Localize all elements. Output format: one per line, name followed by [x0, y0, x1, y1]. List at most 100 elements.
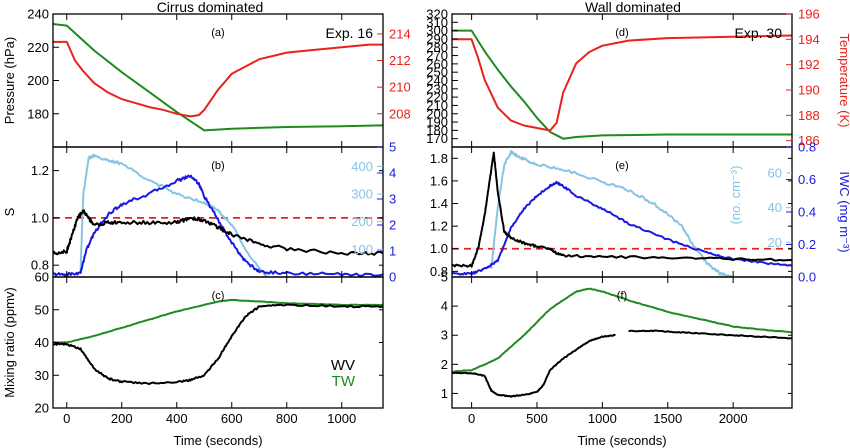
- y-tick-label: 210: [426, 98, 448, 113]
- inner-tick-label: 100: [351, 242, 373, 257]
- series-line-light_blue: [79, 153, 268, 277]
- inner-axis-label: (no. cm⁻³): [728, 166, 743, 225]
- y-tick-label: 190: [426, 115, 448, 130]
- inner-tick-label: 400: [351, 159, 373, 174]
- y-tick-label: 0.8: [31, 258, 49, 273]
- title-right: Wall dominated: [585, 0, 681, 15]
- series-line-black: [452, 151, 792, 268]
- legend-entry-wv: WV: [331, 357, 355, 374]
- y-tick-right-label: 188: [798, 108, 820, 123]
- y-tick-right-label: 212: [389, 53, 411, 68]
- y-tick-right-label: 208: [389, 106, 411, 121]
- y-tick-label: 240: [27, 7, 49, 22]
- x-tick-label: 1000: [327, 411, 356, 426]
- y-tick-label: 200: [27, 73, 49, 88]
- legend-entry-tw: TW: [332, 373, 356, 390]
- y-tick-right-label: 4: [389, 166, 396, 181]
- x-tick-label: 2000: [719, 411, 748, 426]
- inner-tick-label: 20: [768, 235, 782, 250]
- series-line-black: [53, 209, 383, 256]
- series-line-blue: [452, 180, 792, 276]
- x-tick-label: 600: [221, 411, 243, 426]
- y-tick-label: 180: [27, 106, 49, 121]
- y-tick-right-label: 0.2: [798, 237, 816, 252]
- y-tick-label: 5: [441, 270, 448, 285]
- y-tick-label: 260: [426, 56, 448, 71]
- y-tick-label: 3: [441, 328, 448, 343]
- panel-frame: [451, 276, 793, 409]
- x-tick-label: 500: [526, 411, 548, 426]
- y-tick-right-label: 0.8: [798, 140, 816, 155]
- panel-letter: (c): [212, 290, 225, 302]
- x-tick-label: 1500: [653, 411, 682, 426]
- y-tick-label: 200: [426, 106, 448, 121]
- y-tick-label: 2: [441, 357, 448, 372]
- series-line-black: [53, 303, 383, 385]
- y-tick-right-label: 196: [798, 7, 820, 22]
- y-tick-right-label: 0.0: [798, 270, 816, 285]
- y-tick-right-label: 5: [389, 140, 396, 155]
- y-tick-label: 220: [27, 40, 49, 55]
- series-line-green: [452, 29, 792, 140]
- y-axis-label: S: [2, 207, 17, 216]
- y-tick-label: 40: [35, 335, 49, 350]
- y-tick-label: 1.2: [31, 163, 49, 178]
- panel-letter: (e): [615, 160, 628, 172]
- series-line-green: [53, 23, 383, 132]
- y-tick-right-label: 1: [389, 244, 396, 259]
- y-tick-right-label: 0.6: [798, 172, 816, 187]
- y-tick-right-label: 0.4: [798, 205, 816, 220]
- panel-letter: (b): [211, 160, 224, 172]
- series-line-red: [53, 40, 383, 118]
- inner-tick-label: 40: [768, 200, 782, 215]
- panel-letter: (d): [615, 27, 628, 39]
- y-tick-label: 180: [426, 123, 448, 138]
- x-tick-label: 0: [468, 411, 475, 426]
- y-axis-label: Mixing ratio (ppmv): [2, 287, 17, 398]
- y-tick-right-label: 214: [389, 26, 411, 41]
- y-tick-label: 300: [426, 23, 448, 38]
- y-tick-label: 1: [441, 386, 448, 401]
- y-tick-right-label: 0: [389, 270, 396, 285]
- panel-annotation: Exp. 16: [326, 25, 374, 41]
- y-axis-label: Pressure (hPa): [2, 37, 17, 124]
- series-line-black: [452, 333, 616, 398]
- y-tick-label: 1.0: [430, 241, 448, 256]
- y-tick-label: 250: [426, 65, 448, 80]
- x-tick-label: 200: [111, 411, 133, 426]
- y-tick-label: 270: [426, 48, 448, 63]
- inner-tick-label: 60: [768, 166, 782, 181]
- y-tick-label: 0.8: [430, 264, 448, 279]
- y-tick-label: 30: [35, 368, 49, 383]
- y-tick-label: 230: [426, 81, 448, 96]
- y-tick-label: 1.0: [31, 210, 49, 225]
- y-tick-right-label: 192: [798, 57, 820, 72]
- x-axis-label: Time (seconds): [577, 433, 666, 448]
- y-tick-label: 310: [426, 15, 448, 30]
- y-tick-label: 280: [426, 40, 448, 55]
- panel-letter: (f): [617, 290, 627, 302]
- x-axis-label: Time (seconds): [173, 433, 262, 448]
- panel-annotation: Exp. 30: [735, 25, 783, 41]
- y-tick-label: 290: [426, 31, 448, 46]
- panel-letter: (a): [211, 27, 224, 39]
- y-tick-label: 1.4: [430, 196, 448, 211]
- x-tick-label: 800: [276, 411, 298, 426]
- y-tick-label: 240: [426, 73, 448, 88]
- y-tick-label: 320: [426, 7, 448, 22]
- y-tick-label: 1.8: [430, 151, 448, 166]
- y-tick-right-label: 2: [389, 218, 396, 233]
- y-tick-label: 1.6: [430, 173, 448, 188]
- y-tick-label: 20: [35, 401, 49, 416]
- series-line-green: [53, 298, 383, 344]
- series-line-black: [628, 329, 792, 340]
- inner-tick-label: 200: [351, 214, 373, 229]
- x-tick-label: 1000: [588, 411, 617, 426]
- y-axis-right-label: Temperature (K): [837, 34, 850, 128]
- y-tick-label: 170: [426, 131, 448, 146]
- inner-tick-label: 300: [351, 187, 373, 202]
- title-left: Cirrus dominated: [157, 0, 264, 15]
- y-tick-right-label: 194: [798, 32, 820, 47]
